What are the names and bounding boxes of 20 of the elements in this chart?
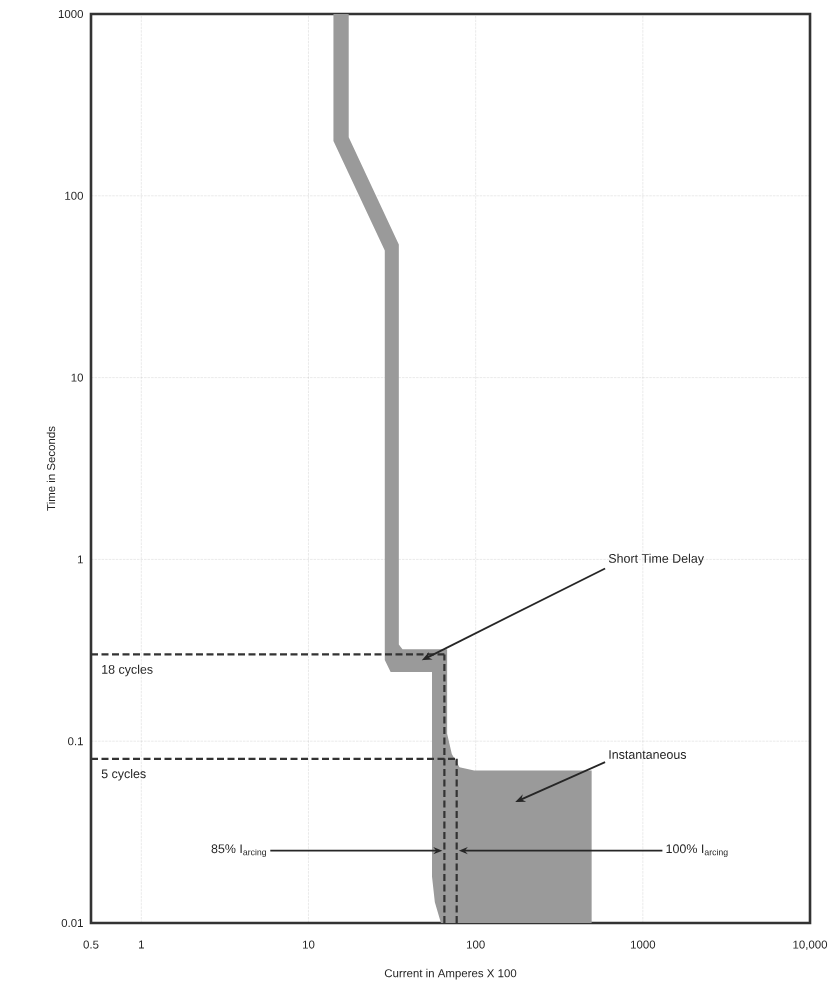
ref-line-label: 100% I$_{arcing}$ xyxy=(666,844,728,858)
y-tick-label: 10 xyxy=(71,373,84,382)
ref-line-label: 85% I$_{arcing}$ xyxy=(211,844,267,858)
annotation: Instantaneous xyxy=(609,750,687,759)
ref-line-label: 18 cycles xyxy=(102,664,153,677)
x-tick-label: 10 xyxy=(303,940,315,949)
y-tick-label: 100 xyxy=(65,191,84,200)
x-tick-label: 1000 xyxy=(630,940,656,949)
annotation: Short Time Delay xyxy=(608,553,704,566)
y-tick-label: 1 xyxy=(77,555,83,564)
x-tick-label: 0.5 xyxy=(83,940,99,949)
y-tick-label: 1000 xyxy=(58,9,84,19)
ref-line-label: 5 cycles xyxy=(101,769,146,781)
x-axis-title: Current in Amperes X 100 xyxy=(384,968,517,980)
y-axis-title: Time in Seconds xyxy=(46,426,56,511)
x-tick-label: 10,000 xyxy=(793,940,828,950)
y-tick-label: 0.01 xyxy=(61,918,83,928)
x-tick-label: 100 xyxy=(466,940,485,949)
x-tick-label: 1 xyxy=(139,940,144,949)
y-tick-label: 0.1 xyxy=(68,737,83,746)
